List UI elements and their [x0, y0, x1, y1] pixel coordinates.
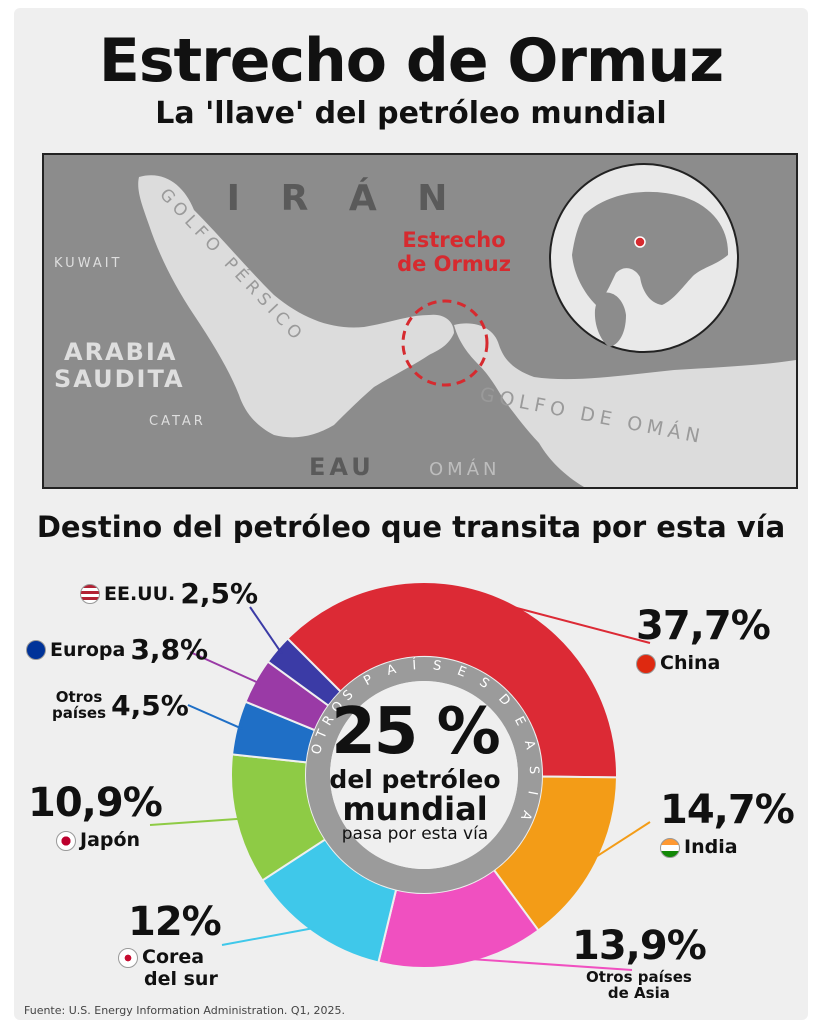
- label-otros-paises: Otros países 4,5%: [52, 688, 189, 722]
- name-europa: Europa: [50, 639, 126, 661]
- leader-line: [249, 606, 283, 655]
- label-eau: EAU: [309, 453, 375, 481]
- label-arabia-line1: ARABIA: [64, 338, 177, 366]
- value-corea: 12%: [128, 899, 222, 945]
- source-note: Fuente: U.S. Energy Information Administ…: [24, 1004, 346, 1017]
- name-otros-asia-2: de Asia: [607, 983, 670, 1002]
- label-corea: 12% Corea del sur: [118, 899, 222, 990]
- leader-line: [187, 704, 244, 730]
- center-line3: pasa por esta vía: [341, 824, 489, 844]
- label-china: 37,7% China: [636, 603, 771, 674]
- label-japon: 10,9% Japón: [28, 780, 163, 851]
- india-flag-icon: [660, 837, 680, 858]
- name-otros-paises-1: Otros: [55, 688, 103, 706]
- label-europa: Europa 3,8%: [26, 636, 208, 664]
- globe-marker: [634, 236, 646, 248]
- label-strait-line1: Estrecho: [402, 228, 505, 252]
- name-china: China: [660, 652, 721, 674]
- name-corea-1: Corea: [142, 946, 205, 968]
- label-catar: CATAR: [149, 414, 206, 429]
- label-strait-line2: de Ormuz: [397, 252, 511, 276]
- china-flag-icon: [636, 653, 656, 674]
- leader-line: [149, 817, 243, 826]
- golfo-persico-water: [138, 175, 454, 438]
- name-eeuu: EE.UU.: [104, 583, 176, 605]
- region-map: I R Á N Estrecho de Ormuz GOLFO PÉRSICO …: [44, 155, 796, 487]
- value-europa: 3,8%: [130, 633, 209, 666]
- name-india: India: [684, 836, 738, 858]
- label-arabia-line2: SAUDITA: [54, 365, 185, 393]
- globe-inset: [549, 163, 739, 353]
- korea-flag-icon: [118, 947, 138, 968]
- value-eeuu: 2,5%: [180, 577, 258, 610]
- center-line2: mundial: [342, 790, 488, 828]
- label-otros-asia: 13,9% Otros países de Asia: [572, 923, 707, 1002]
- label-india: 14,7% India: [660, 787, 795, 858]
- leader-line: [460, 957, 633, 971]
- value-china: 37,7%: [636, 603, 771, 649]
- leader-line: [189, 651, 262, 685]
- center-percentage: 25 %: [331, 695, 500, 769]
- name-otros-asia-1: Otros países: [585, 968, 692, 986]
- leader-line: [221, 926, 317, 946]
- inner-ring: [306, 657, 542, 893]
- golfo-de-oman-water: [454, 323, 796, 487]
- map-panel: I R Á N Estrecho de Ormuz GOLFO PÉRSICO …: [42, 153, 798, 489]
- page-subtitle: La 'llave' del petróleo mundial: [155, 96, 667, 131]
- center-disc: [330, 681, 518, 869]
- value-india: 14,7%: [660, 787, 795, 833]
- value-otros-asia: 13,9%: [572, 923, 707, 969]
- value-otros-paises: 4,5%: [111, 688, 189, 722]
- japan-flag-icon: [56, 830, 76, 851]
- leader-line: [589, 821, 651, 862]
- label-iran: I R Á N: [227, 177, 462, 219]
- strait-highlight-circle: [401, 299, 489, 387]
- usa-flag-icon: [80, 584, 100, 604]
- label-kuwait: KUWAIT: [54, 256, 123, 271]
- label-oman: OMÁN: [429, 458, 500, 480]
- center-line1: del petróleo: [329, 765, 501, 794]
- name-corea-2: del sur: [144, 968, 218, 990]
- section-title: Destino del petróleo que transita por es…: [36, 510, 786, 544]
- value-japon: 10,9%: [28, 780, 163, 826]
- label-eeuu: EE.UU. 2,5%: [80, 580, 258, 608]
- page-title: Estrecho de Ormuz: [98, 26, 724, 96]
- name-japon: Japón: [80, 829, 141, 851]
- leader-line: [496, 601, 651, 644]
- eu-flag-icon: [26, 640, 46, 660]
- name-otros-paises-2: países: [52, 703, 107, 722]
